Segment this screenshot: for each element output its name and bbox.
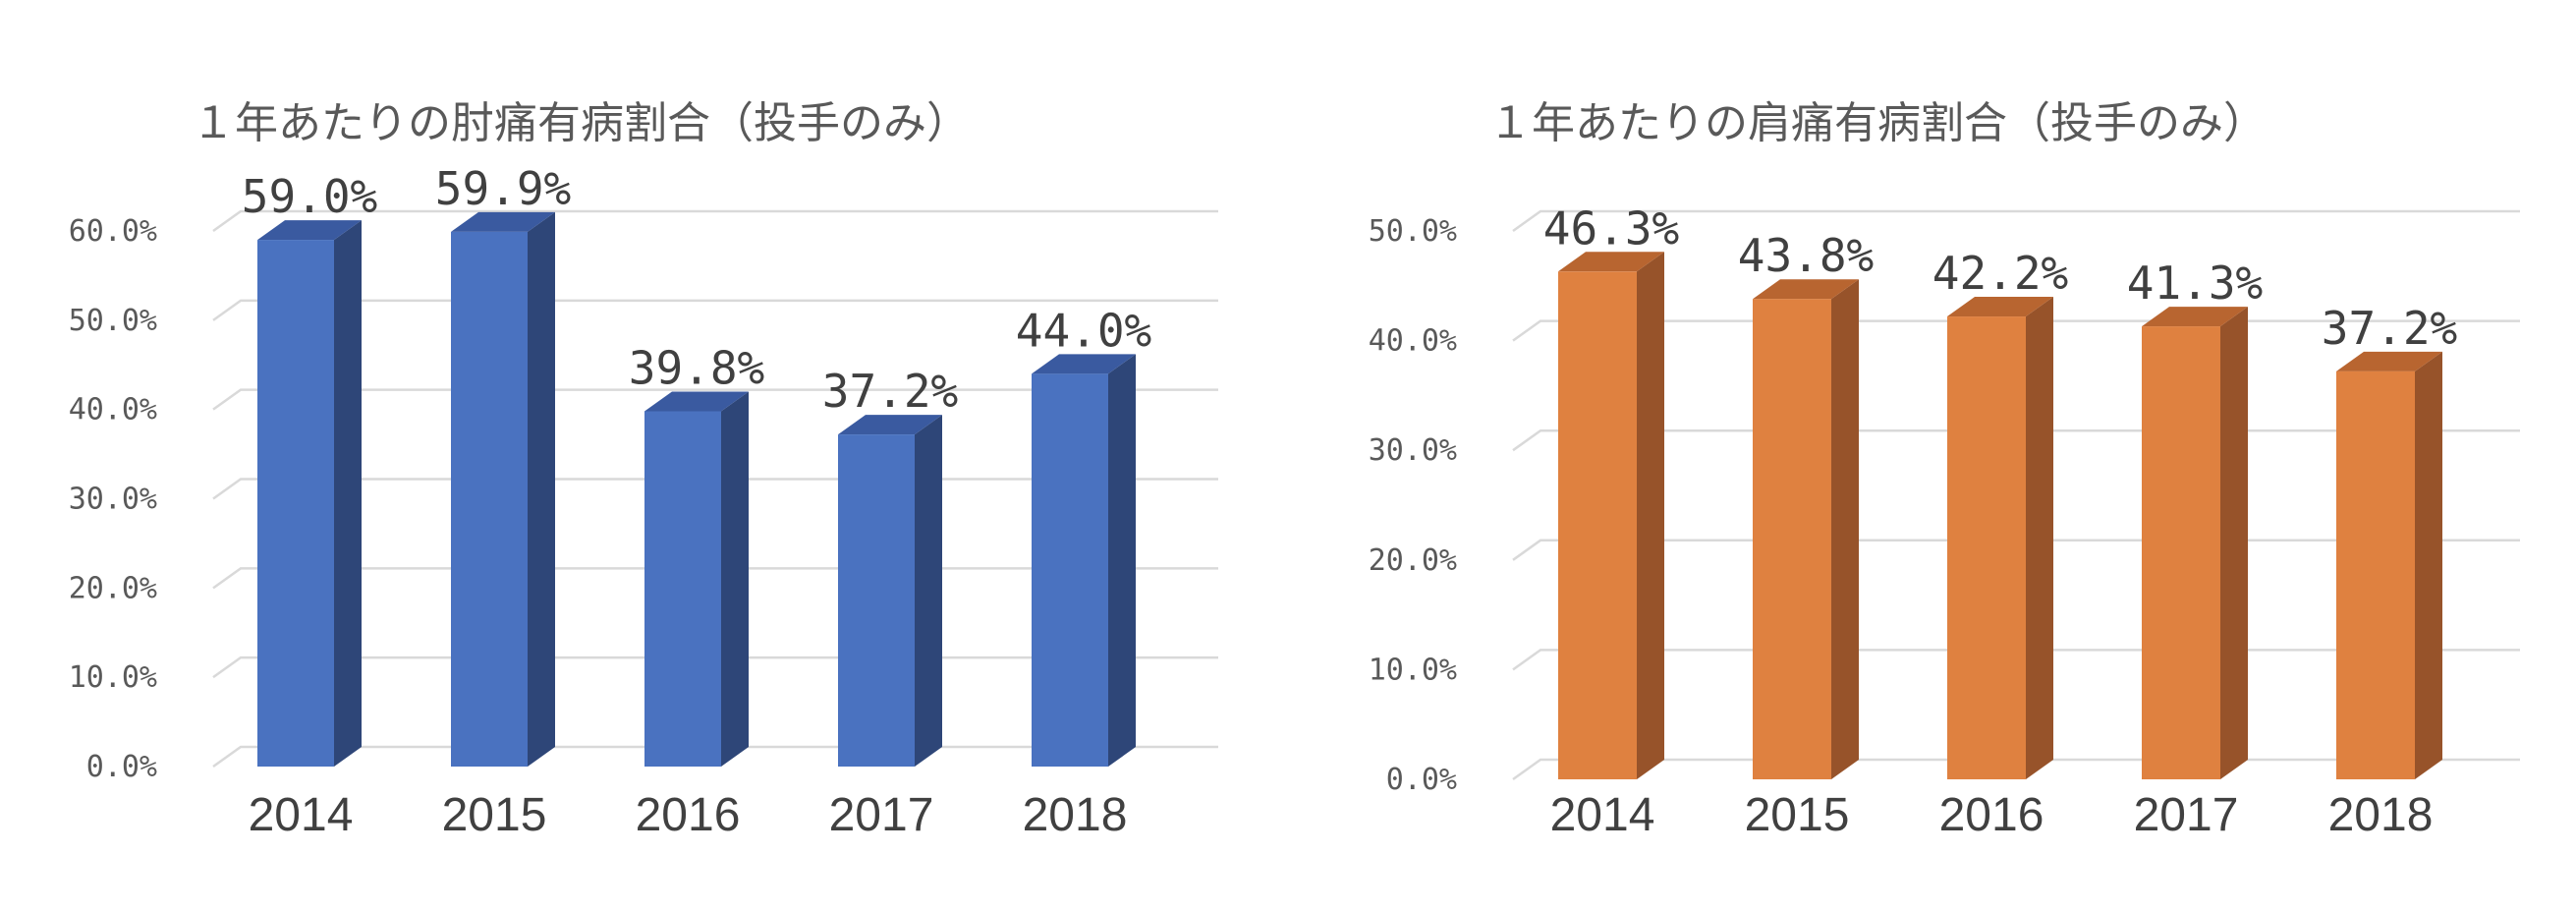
bar-top (644, 391, 749, 412)
y-tick-label: 40.0% (1369, 324, 1457, 359)
x-tick-label: 2016 (636, 789, 741, 841)
bar-2018 (1032, 354, 1136, 767)
bar-2017 (838, 415, 942, 767)
bar-front (451, 231, 528, 768)
bar-side (334, 220, 362, 768)
y-tick-label: 20.0% (1369, 543, 1457, 578)
data-labels: 59.0% 59.9% 39.8% 37.2% 44.0% (242, 162, 1151, 418)
bar-front (1753, 299, 1831, 779)
y-axis-ticks: 0.0% 10.0% 20.0% 30.0% 40.0% 50.0% (1369, 214, 1457, 797)
bars (1558, 252, 2442, 779)
bar-top (2142, 307, 2248, 327)
data-label: 37.2% (822, 365, 958, 418)
data-label: 37.2% (2322, 302, 2457, 355)
shoulder-pain-chart: １年あたりの肩痛有病割合（投手のみ） 0.0% 10.0% 20.0% 30.0% 40… (1369, 98, 2520, 841)
gridline (212, 299, 1218, 321)
data-labels: 46.3% 43.8% 42.2% 41.3% 37.2% (1543, 201, 2457, 355)
x-tick-label: 2017 (2134, 789, 2239, 841)
bar-top (1753, 279, 1859, 300)
data-label: 41.3% (2127, 256, 2263, 310)
bar-top (1947, 297, 2053, 317)
y-tick-label: 40.0% (69, 393, 157, 428)
bar-side (1831, 279, 1859, 779)
bar-front (644, 411, 721, 767)
y-axis-ticks: 0.0% 10.0% 20.0% 30.0% 40.0% 50.0% 60.0% (69, 214, 157, 784)
bar-top (1558, 252, 1664, 272)
y-tick-label: 60.0% (69, 214, 157, 249)
x-tick-label: 2014 (249, 789, 354, 841)
x-tick-label: 2014 (1550, 789, 1655, 841)
bar-2017 (2142, 307, 2248, 779)
bar-2016 (644, 391, 749, 767)
gridline (212, 388, 1218, 411)
y-tick-label: 30.0% (69, 483, 157, 517)
x-tick-label: 2018 (1023, 789, 1128, 841)
x-tick-label: 2017 (829, 789, 934, 841)
bar-side (1637, 252, 1664, 779)
bar-2016 (1947, 297, 2053, 779)
bar-side (2220, 307, 2248, 779)
elbow-pain-chart: １年あたりの肘痛有病割合（投手のみ） 0.0% 10.0% 20.0% 30.0% 40… (69, 98, 1218, 841)
gridline (212, 209, 1218, 233)
x-axis-ticks: 2014 2015 2016 2017 2018 (249, 789, 1128, 841)
y-tick-label: 30.0% (1369, 433, 1457, 468)
bar-2015 (451, 211, 555, 768)
y-tick-label: 10.0% (1369, 653, 1457, 687)
bar-2014 (1558, 252, 1664, 779)
data-label: 59.9% (435, 162, 571, 215)
y-tick-label: 0.0% (86, 750, 157, 784)
bar-side (2026, 297, 2053, 779)
bar-top (257, 220, 362, 241)
bar-front (1032, 373, 1108, 767)
x-tick-label: 2015 (442, 789, 547, 841)
bar-front (2142, 326, 2220, 779)
y-tick-label: 50.0% (1369, 214, 1457, 249)
bar-side (1108, 354, 1136, 767)
bar-front (2336, 370, 2415, 779)
bar-side (528, 211, 555, 768)
chart-title: １年あたりの肘痛有病割合（投手のみ） (192, 98, 970, 148)
gridlines (212, 209, 1218, 769)
x-tick-label: 2015 (1745, 789, 1850, 841)
bar-side (721, 391, 749, 767)
bar-top (2336, 351, 2442, 371)
bar-top (838, 415, 942, 435)
data-label: 59.0% (242, 170, 377, 223)
bar-2014 (257, 220, 362, 768)
bars (257, 211, 1136, 768)
gridline (1512, 209, 2520, 233)
data-label: 39.8% (629, 341, 764, 394)
x-axis-ticks: 2014 2015 2016 2017 2018 (1550, 789, 2434, 841)
x-tick-label: 2016 (1939, 789, 2044, 841)
bar-side (915, 415, 942, 767)
bar-front (1558, 271, 1637, 779)
chart-title: １年あたりの肩痛有病割合（投手のみ） (1488, 98, 2267, 148)
bar-front (257, 240, 334, 768)
y-tick-label: 20.0% (69, 571, 157, 605)
x-tick-label: 2018 (2328, 789, 2434, 841)
bar-front (1947, 316, 2026, 779)
bar-front (838, 434, 915, 767)
y-tick-label: 50.0% (69, 304, 157, 338)
data-label: 43.8% (1738, 229, 1874, 282)
bar-2015 (1753, 279, 1859, 779)
bar-top (1032, 354, 1136, 374)
y-tick-label: 10.0% (69, 660, 157, 695)
bar-2018 (2336, 351, 2442, 779)
data-label: 46.3% (1543, 201, 1679, 255)
data-label: 44.0% (1016, 304, 1151, 357)
data-label: 42.2% (1932, 247, 2068, 300)
bar-side (2415, 351, 2442, 779)
y-tick-label: 0.0% (1386, 763, 1457, 797)
bar-top (451, 211, 555, 232)
